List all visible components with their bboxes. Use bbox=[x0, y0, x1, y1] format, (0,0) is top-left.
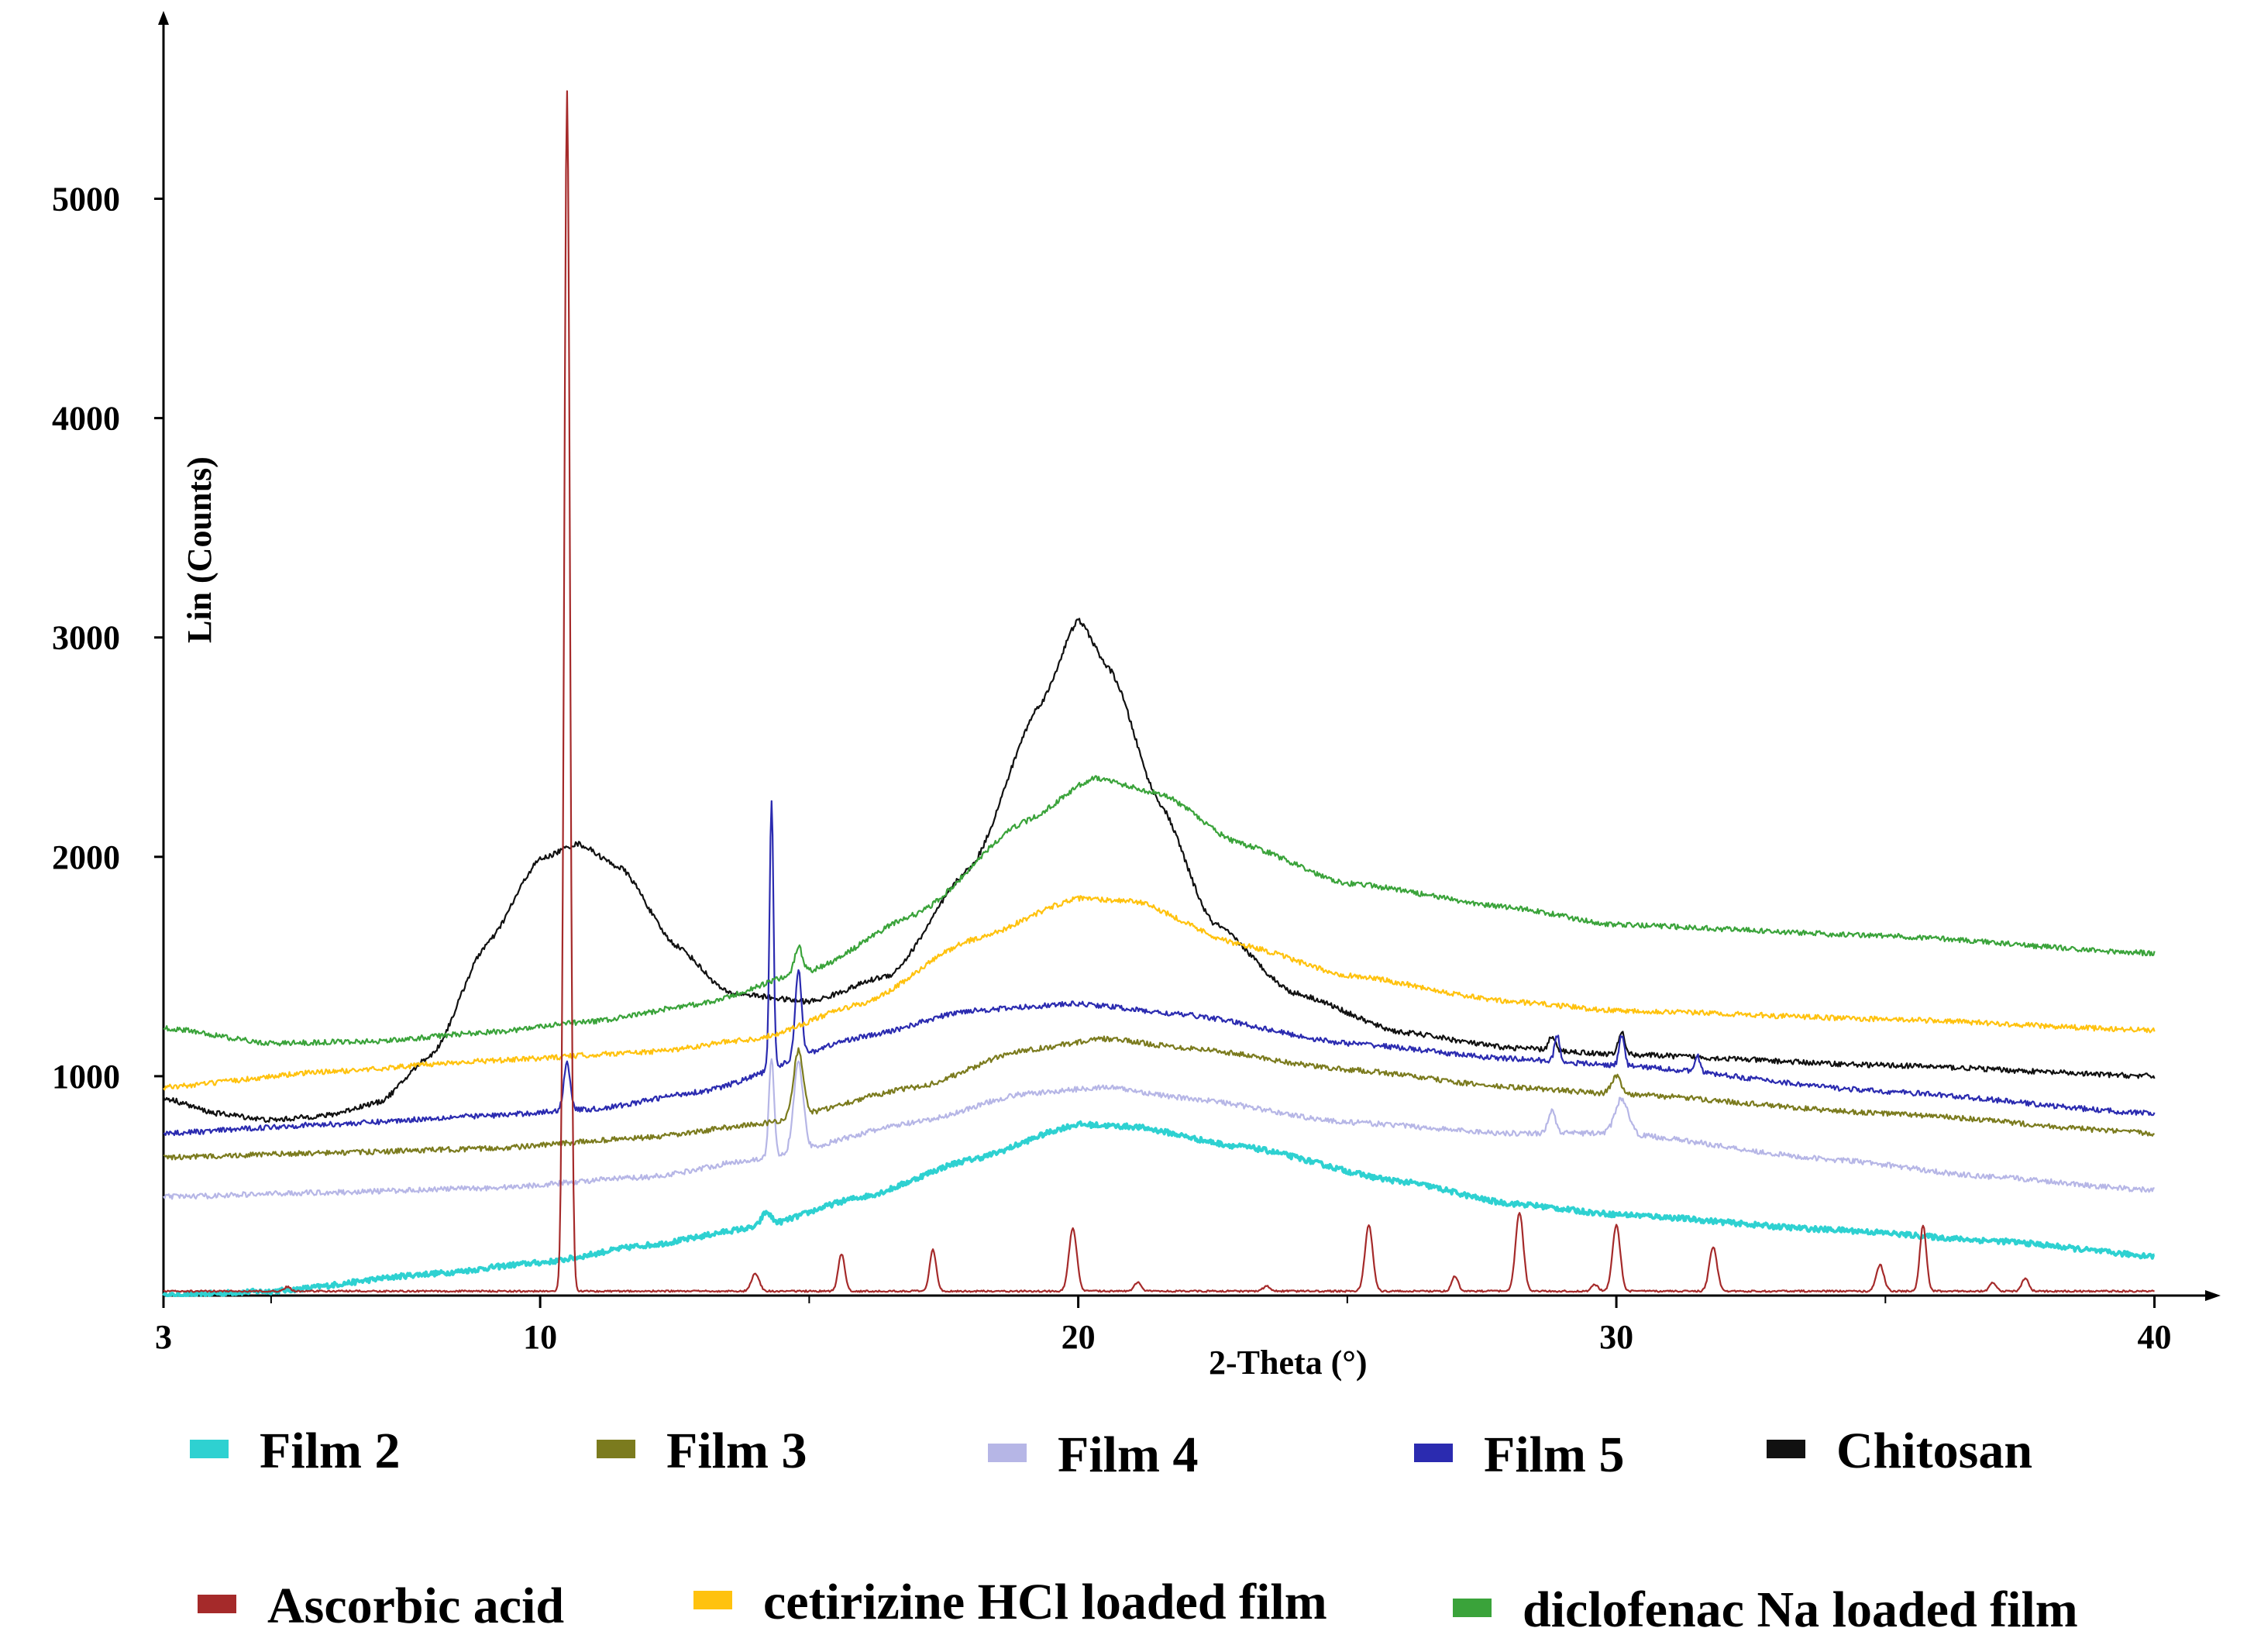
legend-label: Film 5 bbox=[1484, 1427, 1624, 1483]
legend-label: Film 3 bbox=[666, 1423, 807, 1479]
y-axis-label: Lin (Counts) bbox=[181, 456, 219, 643]
y-tick-label: 4000 bbox=[52, 400, 120, 438]
y-tick-label: 2000 bbox=[52, 838, 120, 876]
legend-swatch bbox=[597, 1440, 635, 1458]
series-line-chitosan bbox=[162, 618, 2156, 1124]
legend-swatch bbox=[1414, 1444, 1453, 1462]
series-lines bbox=[162, 90, 2156, 1297]
y-tick-label: 1000 bbox=[52, 1058, 120, 1096]
series-line-film-2 bbox=[162, 1120, 2156, 1297]
legend-label: Film 2 bbox=[260, 1423, 400, 1479]
legend-label: Chitosan bbox=[1836, 1423, 2032, 1479]
y-axis-arrow bbox=[158, 11, 169, 25]
legend-swatch bbox=[1453, 1599, 1492, 1617]
legend-label: cetirizine HCl loaded film bbox=[763, 1574, 1327, 1630]
legend-swatch bbox=[198, 1595, 236, 1613]
x-axis-label: 2-Theta (°) bbox=[1209, 1344, 1368, 1382]
legend-label: Film 4 bbox=[1058, 1427, 1198, 1483]
x-tick-label: 30 bbox=[1599, 1318, 1633, 1356]
x-tick-label: 3 bbox=[155, 1318, 172, 1356]
x-tick-label: 40 bbox=[2138, 1318, 2172, 1356]
x-ticks: 3 10 20 30 40 bbox=[155, 1296, 2172, 1356]
legend-swatch bbox=[190, 1440, 229, 1458]
y-tick-label: 5000 bbox=[52, 180, 120, 218]
series-line-cetirizine-hcl-loaded-film bbox=[163, 895, 2156, 1091]
legend-swatch bbox=[1767, 1440, 1805, 1458]
series-line-ascorbic-acid bbox=[163, 90, 2155, 1293]
legend-swatch bbox=[693, 1591, 732, 1609]
series-line-film-4 bbox=[163, 1058, 2155, 1200]
plot-area: 3 10 20 30 40 1000 2000 3000 4000 5000 2-Theta (… bbox=[52, 11, 2221, 1382]
y-tick-label: 3000 bbox=[52, 619, 120, 657]
y-ticks: 1000 2000 3000 4000 5000 bbox=[52, 180, 163, 1096]
legend: Film 2 Film 3 Film 4 Film 5 Chitosan Ascorbic… bbox=[190, 1423, 2078, 1638]
x-tick-label: 20 bbox=[1062, 1318, 1096, 1356]
legend-swatch bbox=[988, 1444, 1027, 1462]
series-line-film-3 bbox=[163, 1035, 2155, 1161]
legend-label: Ascorbic acid bbox=[267, 1578, 564, 1634]
x-tick-label: 10 bbox=[523, 1318, 557, 1356]
series-line-diclofenac-na-loaded-film bbox=[163, 775, 2156, 1047]
x-axis-arrow bbox=[2205, 1290, 2221, 1301]
legend-label: diclofenac Na loaded film bbox=[1523, 1581, 2078, 1638]
series-line-film-5 bbox=[163, 800, 2156, 1137]
